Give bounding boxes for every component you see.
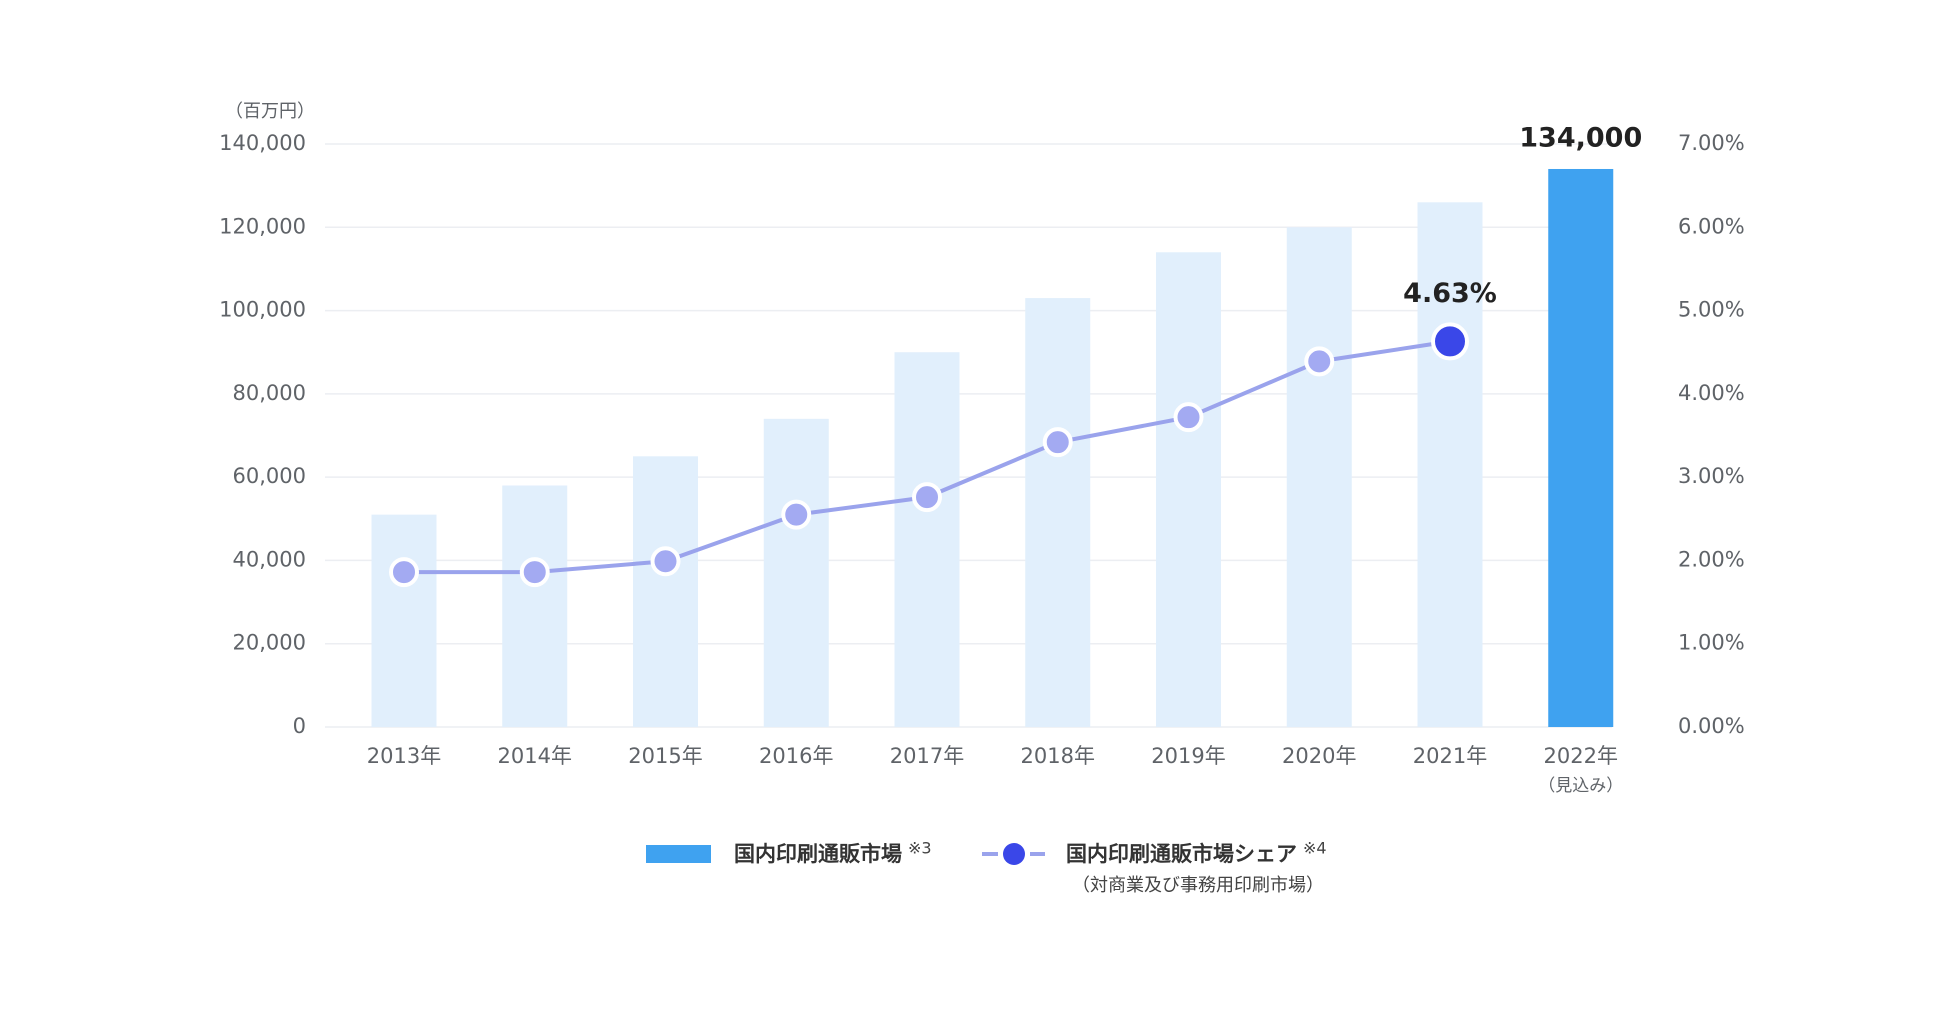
x-tick-label: 2018年 <box>1021 744 1095 768</box>
x-tick-label: 2016年 <box>759 744 833 768</box>
legend-swatch <box>646 845 711 863</box>
x-tick-label: 2013年 <box>367 744 441 768</box>
legend-subnote: （対商業及び事務用印刷市場） <box>1072 875 1324 896</box>
share-point <box>1431 322 1469 361</box>
y2-tick-label: 6.00% <box>1678 214 1745 238</box>
bar <box>1025 298 1091 727</box>
y2-tick-label: 4.00% <box>1678 381 1745 405</box>
y-tick-label: 60,000 <box>233 464 306 488</box>
share-point <box>1042 427 1073 458</box>
x-tick-label: 2022年 <box>1544 744 1618 768</box>
y-tick-label: 0 <box>293 714 306 738</box>
bar <box>1548 168 1614 727</box>
share-value-label: 4.63% <box>1403 278 1497 309</box>
bar <box>1417 202 1483 728</box>
share-point <box>519 557 550 588</box>
y2-tick-label: 7.00% <box>1678 131 1745 155</box>
bar <box>1286 227 1352 728</box>
y-unit: （百万円） <box>225 101 315 122</box>
y-tick-label: 120,000 <box>219 214 306 238</box>
bar <box>633 456 698 727</box>
legend-dot <box>1003 843 1025 865</box>
legend-note: ※4 <box>1303 839 1327 858</box>
y-tick-label: 140,000 <box>219 131 306 155</box>
y2-tick-label: 0.00% <box>1678 714 1745 738</box>
bar <box>1156 252 1221 727</box>
share-point <box>1173 402 1204 433</box>
y-tick-label: 40,000 <box>233 547 306 571</box>
y-tick-label: 80,000 <box>233 381 306 405</box>
x-tick-label: 2017年 <box>890 744 964 768</box>
y-tick-label: 100,000 <box>219 298 306 322</box>
bar <box>894 352 960 727</box>
x-tick-label: 2019年 <box>1151 744 1225 768</box>
bar <box>763 418 829 727</box>
bar <box>502 485 568 727</box>
x-tick-label: 2021年 <box>1413 744 1487 768</box>
x-tick-label: 2015年 <box>628 744 702 768</box>
y2-tick-label: 3.00% <box>1678 464 1745 488</box>
legend-label: 国内印刷通販市場シェア <box>1066 842 1297 866</box>
x-tick-label: 2014年 <box>498 744 572 768</box>
share-point <box>1304 346 1335 377</box>
y2-tick-label: 1.00% <box>1678 631 1745 655</box>
legend-note: ※3 <box>908 839 932 858</box>
y2-tick-label: 2.00% <box>1678 547 1745 571</box>
share-point <box>781 499 812 530</box>
bar <box>371 514 437 727</box>
share-point <box>650 546 681 577</box>
y2-tick-label: 5.00% <box>1678 298 1745 322</box>
bar-value-label: 134,000 <box>1519 122 1642 153</box>
y-tick-label: 20,000 <box>233 631 306 655</box>
x-tick-label: 2020年 <box>1282 744 1356 768</box>
x-tick-sublabel: （見込み） <box>1538 776 1623 796</box>
legend-label: 国内印刷通販市場 <box>734 842 902 866</box>
share-point <box>389 557 419 588</box>
share-point <box>912 482 942 513</box>
